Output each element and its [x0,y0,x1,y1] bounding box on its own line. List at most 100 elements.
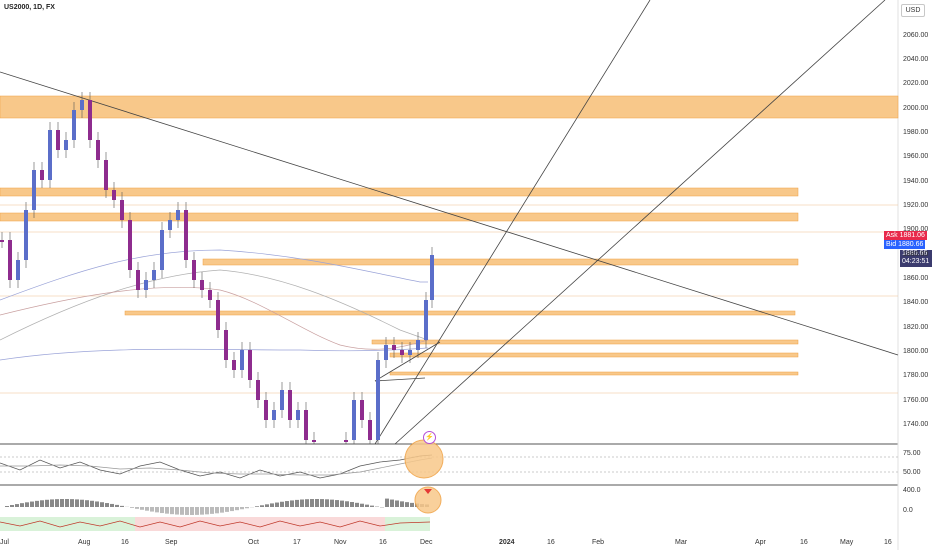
histogram-bar [10,505,14,507]
candle [352,400,356,440]
histogram-bar [20,503,24,507]
zone-1798 [389,352,799,358]
histogram-bar [335,500,339,507]
candle [344,440,348,442]
zone-1831 [124,310,796,316]
candle [112,190,116,200]
histogram-bar [300,499,304,507]
histogram-bar [370,505,374,507]
zone-1935 [0,187,799,197]
histogram-bar [195,507,199,515]
x-tick: Oct [248,539,259,546]
candle [168,220,172,230]
candle [152,270,156,280]
last-price-tag: 1880.66 04:23:51 [900,250,932,267]
candle [208,290,212,300]
histogram-bar [225,507,229,512]
histogram-bar [410,502,414,507]
histogram-bar [260,505,264,507]
histogram-bar [340,500,344,507]
currency-button[interactable]: USD [901,4,925,17]
x-tick: 16 [379,539,387,546]
x-tick: 2024 [499,539,515,546]
histogram-bar [305,499,309,507]
histogram-bar [75,499,79,507]
histogram-bar [210,507,214,514]
candle [280,390,284,410]
y-tick: 1960.00 [903,153,929,160]
candle [384,345,388,360]
histogram-bar [360,503,364,507]
indicator2-tick: 400.0 [903,487,921,494]
x-tick: 17 [293,539,301,546]
x-tick: Feb [592,539,605,546]
candle [0,240,4,242]
candle [80,100,84,110]
histogram-bar [255,506,259,507]
candle [312,440,316,442]
y-tick: 1760.00 [903,397,929,404]
candle [264,400,268,420]
histogram-bar [45,499,49,507]
x-tick: 16 [884,539,892,546]
histogram-bar [380,507,384,508]
candle [288,390,292,420]
y-tick: 1940.00 [903,178,929,185]
highlight-circle-2 [414,486,442,514]
histogram-bar [65,499,69,507]
histogram-bar [145,507,149,511]
y-tick: 1780.00 [903,372,929,379]
histogram-bar [215,507,219,514]
histogram-bar [390,499,394,507]
histogram-bar [405,502,409,507]
candle [16,260,20,280]
indicator2-tick: 0.0 [903,507,913,514]
histogram-bar [295,499,299,507]
indicator1-tick: 75.00 [903,450,921,457]
x-tick: Jul [0,539,9,546]
histogram-bar [285,501,289,507]
candle [304,410,308,440]
histogram-bar [95,501,99,507]
candle [88,100,92,140]
histogram-bar [25,502,29,507]
histogram-bar [345,501,349,507]
candle [240,350,244,370]
histogram-bar [280,501,284,507]
candle [96,140,100,160]
y-tick: 1820.00 [903,324,929,331]
histogram-bar [5,506,9,507]
histogram-bar [115,504,119,507]
y-tick: 1920.00 [903,202,929,209]
candle [136,270,140,290]
y-tick: 2020.00 [903,80,929,87]
candle [64,140,68,150]
y-tick: 1740.00 [903,421,929,428]
histogram-bar [175,507,179,515]
histogram-bar [325,499,329,507]
histogram-bar [130,507,134,508]
candle [368,420,372,440]
x-tick: Dec [420,539,433,546]
histogram-bar [155,507,159,513]
candle [56,130,60,150]
symbol-title[interactable]: US2000, 1D, FX [4,4,55,11]
y-tick: 1880.00 [903,251,929,258]
candle [392,345,396,350]
lightning-icon[interactable]: ⚡ [423,431,436,444]
candle [192,260,196,280]
y-tick: 2040.00 [903,56,929,63]
candle [296,410,300,420]
moving-averages [0,249,429,361]
histogram-bar [180,507,184,515]
histogram-bar [395,500,399,507]
histogram-bar [120,505,124,507]
histogram-bar [150,507,154,512]
x-tick: 16 [800,539,808,546]
indicator1-tick: 50.00 [903,469,921,476]
histogram-bar [15,504,19,507]
histogram-bar [400,501,404,507]
ask-tag: Ask 1881.06 [884,231,927,240]
zone-1782 [389,371,799,376]
